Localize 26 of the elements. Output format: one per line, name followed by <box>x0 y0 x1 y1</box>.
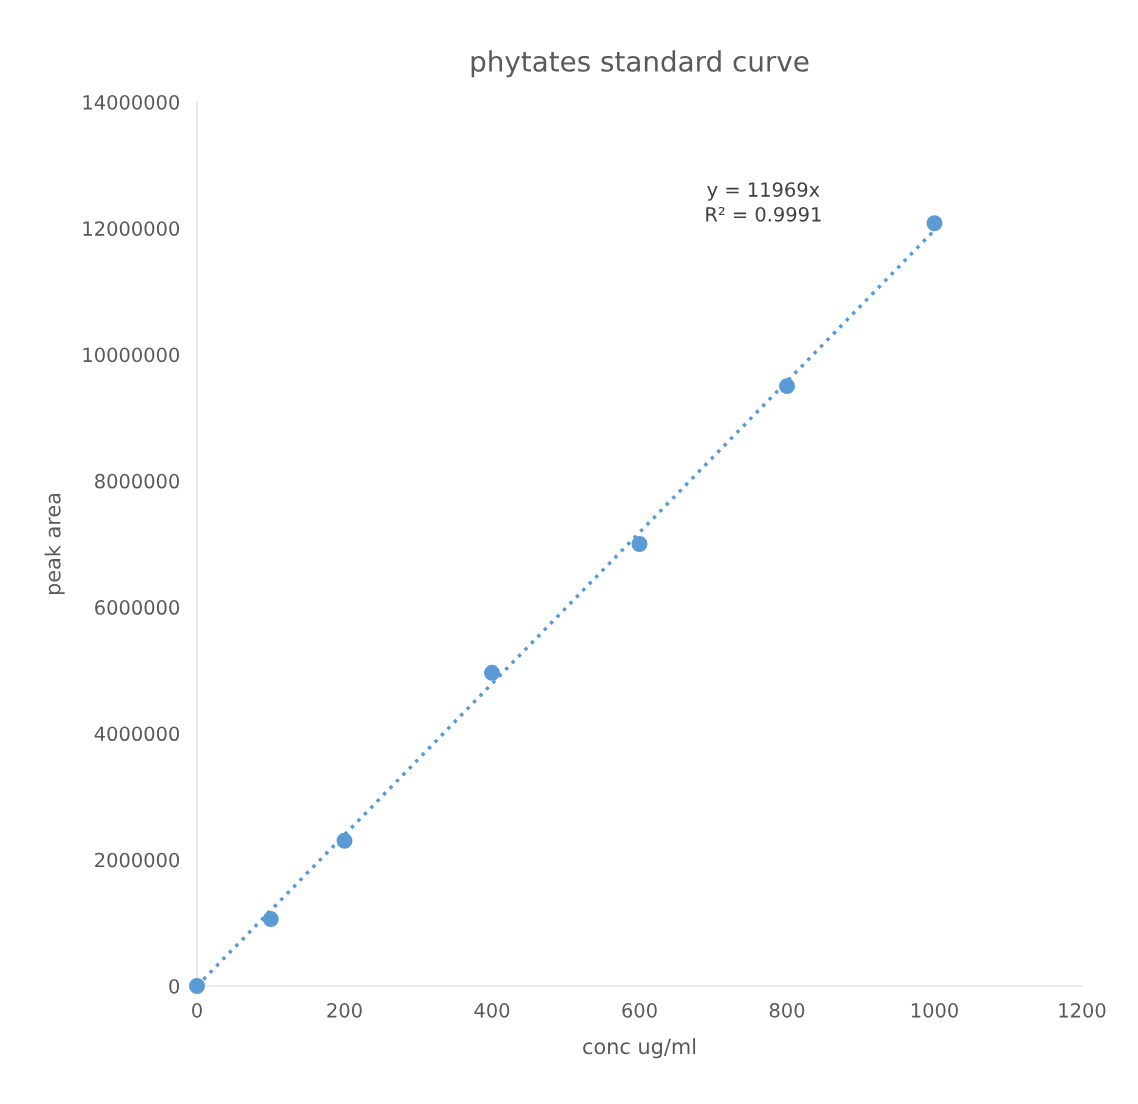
point <box>926 215 943 232</box>
annotation: y = 11969x R² = 0.9991 <box>706 182 821 222</box>
y-tick-label: 8000000 <box>95 473 180 489</box>
y-tick-label: 0 <box>169 978 180 994</box>
chart-title: phytates standard curve <box>471 50 809 78</box>
point <box>336 832 353 849</box>
point <box>631 536 648 552</box>
y-tick-label: 2000000 <box>95 852 180 868</box>
x-tick-label: 1000 <box>911 1003 958 1018</box>
x-axis-title: conc ug/ml <box>583 1038 696 1059</box>
y-axis-title: peak area <box>44 493 65 595</box>
point <box>189 978 205 994</box>
y-tick-label: 6000000 <box>95 600 180 615</box>
x-tick-label: 400 <box>474 1003 510 1018</box>
y-tick-label: 4000000 <box>94 726 180 742</box>
y-tick-label: 12000000 <box>83 221 180 236</box>
point <box>779 378 795 395</box>
x-tick-label: 1200 <box>1059 1003 1106 1018</box>
point <box>484 664 500 681</box>
y-tick-label: 14000000 <box>83 94 180 110</box>
x-tick-label: 800 <box>769 1003 805 1018</box>
point <box>262 911 279 928</box>
y-tick-label: 10000000 <box>83 347 180 363</box>
x-tick-label: 0 <box>192 1003 202 1018</box>
x-tick-label: 600 <box>622 1003 657 1018</box>
x-tick-label: 200 <box>327 1003 362 1018</box>
